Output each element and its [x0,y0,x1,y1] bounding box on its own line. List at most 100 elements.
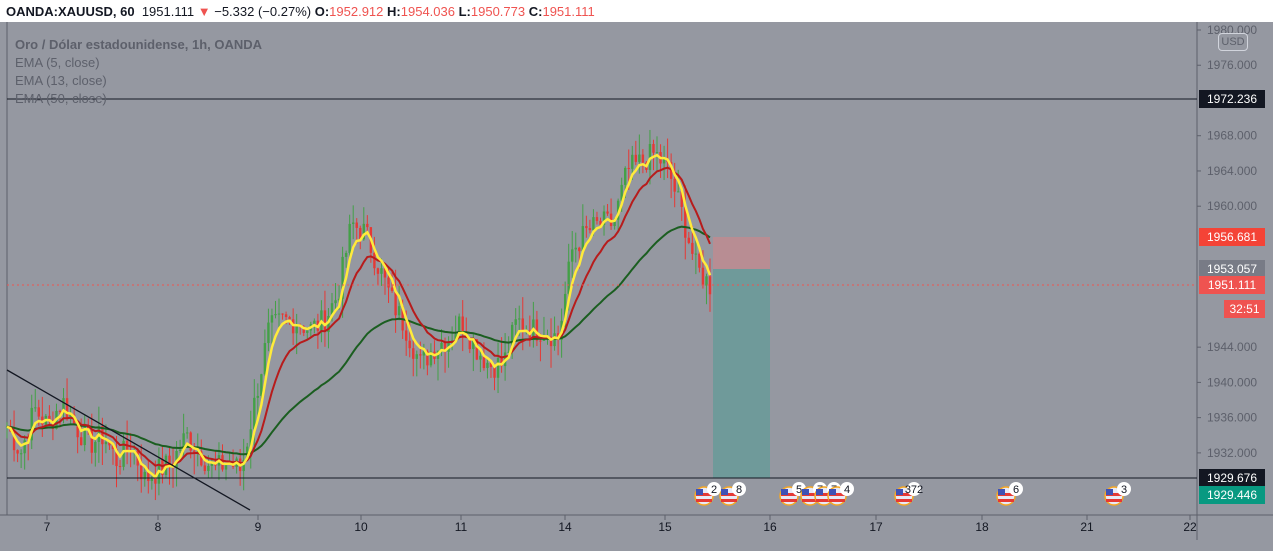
candle-body [613,219,616,227]
legend-ema5[interactable]: EMA (5, close) [15,55,100,70]
x-tick-label: 16 [763,520,777,534]
candle-body [443,342,447,352]
low-value: 1950.773 [470,4,526,19]
y-tick-label: 1932.000 [1207,446,1257,460]
economic-event-icon[interactable]: 3 [1104,482,1131,506]
price-label-target: 1929.446 [1199,486,1265,504]
legend-ema50[interactable]: EMA (50, close) [15,91,107,106]
take-profit-zone[interactable] [713,269,770,478]
candle-body [677,191,680,193]
candle-body [83,426,86,446]
candle-body [468,337,471,350]
ema13-line [6,166,711,468]
event-count: 3 [1121,484,1127,496]
candle-body [267,322,270,344]
y-tick-label: 1940.000 [1207,375,1257,389]
price-label-entry: 1953.057 [1199,260,1265,278]
candle-body [306,330,309,333]
candle-body [429,351,433,366]
candle-body [571,249,574,262]
trend-line[interactable] [6,369,251,511]
candle-body [567,261,570,294]
event-count: 5 [796,484,802,496]
price-label-high-line: 1972.236 [1199,90,1265,108]
stop-loss-zone[interactable] [713,237,770,269]
candle-body [634,154,638,162]
candle-body [380,268,383,274]
event-count: 372 [905,484,923,496]
legend-title: Oro / Dólar estadounidense, 1h, OANDA [15,37,263,52]
candle-body [288,317,291,320]
close-label: C: [528,4,543,19]
y-tick-label: 1944.000 [1207,340,1257,354]
candle-body [122,440,125,467]
price-chart[interactable]: 1980.0001976.0001968.0001964.0001960.000… [0,22,1273,551]
candle-body [295,325,298,334]
candle-body [655,152,659,154]
x-tick-label: 21 [1080,520,1094,534]
candle-body [203,465,207,472]
candle-body [599,220,602,225]
candle-body [143,471,146,480]
price-change: −5.332 (−0.27%) [214,4,312,19]
candle-body [178,449,182,451]
currency-badge[interactable]: USD [1218,33,1248,51]
candle-body [493,367,496,378]
candle-body [41,416,44,425]
candle-body [37,407,40,417]
candle-body [302,326,305,333]
candle-body [624,167,627,185]
candle-body [150,478,154,482]
candle-body [563,293,567,321]
candle-body [366,223,369,228]
x-tick-label: 18 [975,520,989,534]
candle-body [76,423,79,438]
candle-body [111,445,115,449]
candle-body [291,319,295,334]
candle-body [207,465,210,472]
candle-body [616,200,620,220]
candle-body [79,437,83,446]
x-tick-label: 11 [455,520,468,534]
x-tick-label: 14 [558,520,572,534]
economic-event-icon[interactable]: 6 [996,482,1023,506]
candle-body [253,397,256,430]
candle-body [680,191,683,207]
economic-event-icon[interactable]: 372 [894,482,923,506]
candle-body [348,223,351,253]
candle-body [281,313,284,315]
high-label: H: [387,4,401,19]
ema50-line [6,225,711,456]
candle-body [673,178,676,192]
event-count: 6 [1013,484,1019,496]
candle-body [627,167,630,169]
economic-event-icon[interactable]: 4 [827,482,854,506]
candle-body [330,303,334,316]
y-tick-label: 1960.000 [1207,199,1257,213]
candle-body [270,315,274,323]
candle-body [472,339,475,350]
candle-body [154,478,157,484]
candle-body [408,340,411,349]
bar-countdown: 32:51 [1224,300,1265,318]
economic-event-icon[interactable]: 2 [694,482,721,506]
economic-event-icon[interactable]: 8 [719,482,746,506]
candle-body [352,222,355,224]
candle-body [383,268,387,278]
candle-body [224,464,228,470]
candle-body [193,450,196,453]
close-value: 1951.111 [542,4,595,19]
candle-body [175,450,178,468]
candle-body [16,450,19,454]
candle-body [482,355,486,369]
candle-body [200,451,203,466]
legend-ema13[interactable]: EMA (13, close) [15,73,107,88]
candle-body [334,300,337,304]
symbol[interactable]: OANDA:XAUUSD, 60 [6,4,135,19]
y-tick-label: 1976.000 [1207,58,1257,72]
candle-body [182,433,185,450]
candle-body [249,429,252,447]
candle-body [609,213,613,227]
last-price: 1951.111 [141,4,195,19]
candle-body [48,415,51,421]
